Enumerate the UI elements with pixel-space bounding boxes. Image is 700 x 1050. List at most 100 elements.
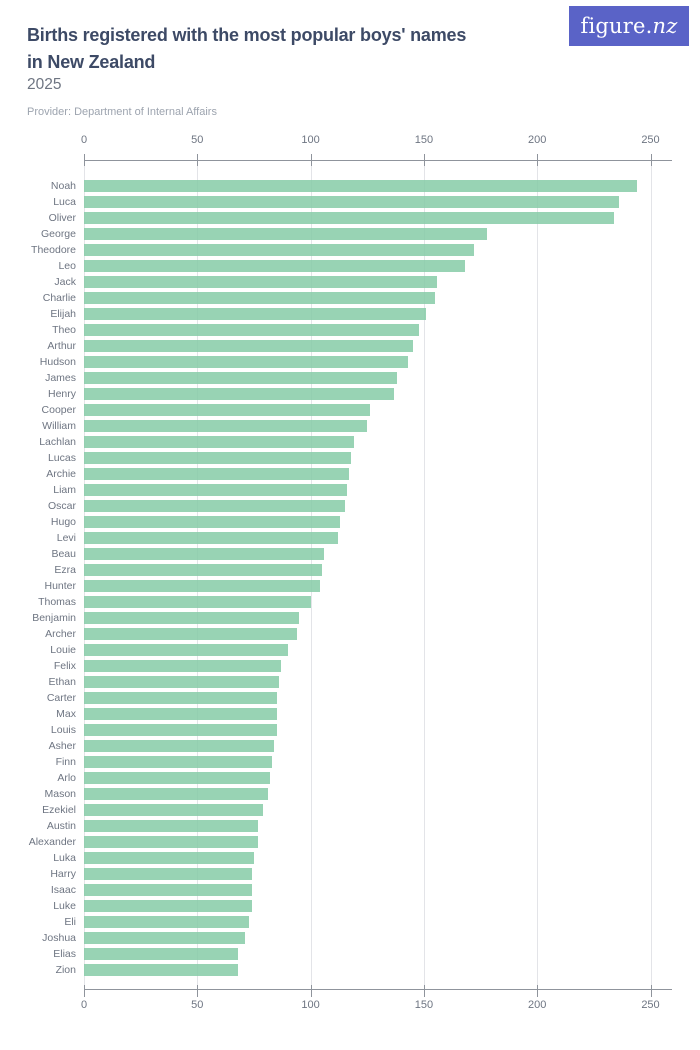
x-axis-tick <box>537 985 539 997</box>
bar-label: Hugo <box>50 516 76 528</box>
provider-attribution: Provider: Department of Internal Affairs <box>27 106 217 118</box>
figurenz-logo-suffix: nz <box>652 14 678 38</box>
bar-row: Hugo <box>0 514 700 530</box>
bar-row: Levi <box>0 530 700 546</box>
bar-row: Luke <box>0 898 700 914</box>
bar-label: Archie <box>46 468 76 480</box>
bar-row: Louie <box>0 642 700 658</box>
bar-label: Elijah <box>50 308 76 320</box>
gridline <box>537 161 539 989</box>
bar-label: Hudson <box>39 356 76 368</box>
bar-row: Harry <box>0 866 700 882</box>
bar-row: Charlie <box>0 290 700 306</box>
bar <box>84 852 254 864</box>
bar-row: Mason <box>0 786 700 802</box>
bar-row: Theodore <box>0 242 700 258</box>
x-axis-tick-label: 100 <box>301 999 320 1011</box>
bar-row: Hunter <box>0 578 700 594</box>
bar-label: Oscar <box>47 500 76 512</box>
bar-label: Ezra <box>54 564 76 576</box>
bar <box>84 628 297 640</box>
bar-label: Isaac <box>50 884 76 896</box>
bar-row: Benjamin <box>0 610 700 626</box>
bar-label: Benjamin <box>32 612 76 624</box>
bar-label: Felix <box>53 660 76 672</box>
bar-label: Luka <box>53 852 76 864</box>
bar-row: Ethan <box>0 674 700 690</box>
x-axis-tick <box>84 154 85 166</box>
bar <box>84 900 252 912</box>
title-line-1: Births registered with the most popular … <box>27 25 467 45</box>
bar-label: Lucas <box>47 452 76 464</box>
bar <box>84 484 347 496</box>
bar <box>84 884 252 896</box>
bar-row: Oscar <box>0 498 700 514</box>
bar <box>84 788 268 800</box>
bar <box>84 804 263 816</box>
bar-row: George <box>0 226 700 242</box>
bar-label: Hunter <box>44 580 76 592</box>
bar-label: Asher <box>48 740 76 752</box>
bar-row: Max <box>0 706 700 722</box>
x-axis-tick <box>310 154 312 166</box>
bar-label: Oliver <box>48 212 76 224</box>
bar-label: Alexander <box>28 836 76 848</box>
bar-row: Louis <box>0 722 700 738</box>
x-axis-tick <box>197 154 199 166</box>
x-axis-tick-label: 250 <box>641 999 660 1011</box>
bar-label: Ezekiel <box>42 804 76 816</box>
chart-subtitle-year: 2025 <box>27 76 62 93</box>
bar-label: William <box>42 420 76 432</box>
bar <box>84 516 341 528</box>
bar-row: James <box>0 370 700 386</box>
bar-label: Levi <box>56 532 76 544</box>
bar <box>84 404 370 416</box>
bar-row: Theo <box>0 322 700 338</box>
bar <box>84 676 279 688</box>
x-axis-tick-label: 200 <box>528 999 547 1011</box>
bar <box>84 724 277 736</box>
bar-row: Joshua <box>0 930 700 946</box>
figurenz-logo-text: figure. <box>580 14 653 38</box>
bar-row: Isaac <box>0 882 700 898</box>
bar-row: Hudson <box>0 354 700 370</box>
figurenz-logo[interactable]: figure. nz <box>569 6 689 46</box>
x-axis-line-top <box>84 160 672 161</box>
bar-label: Archer <box>45 628 76 640</box>
bar-label: Ethan <box>48 676 76 688</box>
bar-row: Lachlan <box>0 434 700 450</box>
bar-label: Elias <box>53 948 76 960</box>
title-line-2: in New Zealand <box>27 52 156 72</box>
bar-row: Elias <box>0 946 700 962</box>
bar <box>84 772 270 784</box>
bar <box>84 324 420 336</box>
bar-row: Asher <box>0 738 700 754</box>
x-axis-tick-label: 0 <box>80 999 88 1011</box>
bar-row: Alexander <box>0 834 700 850</box>
bar <box>84 420 368 432</box>
bar <box>84 372 397 384</box>
bar <box>84 756 273 768</box>
bar-label: Charlie <box>42 292 76 304</box>
bar-row: Archie <box>0 466 700 482</box>
bar-label: Arlo <box>57 772 76 784</box>
bar-label: Noah <box>50 180 76 192</box>
x-axis-tick-label: 50 <box>191 134 204 146</box>
bar-row: Beau <box>0 546 700 562</box>
bar <box>84 212 615 224</box>
gridline <box>423 161 425 989</box>
bar <box>84 228 488 240</box>
bar <box>84 452 352 464</box>
bar <box>84 836 259 848</box>
bar-row: Arlo <box>0 770 700 786</box>
x-axis-tick <box>423 985 425 997</box>
bar-row: Arthur <box>0 338 700 354</box>
x-axis-tick <box>310 985 312 997</box>
bar-row: Ezekiel <box>0 802 700 818</box>
bar <box>84 660 282 672</box>
bar-label: Zion <box>55 964 76 976</box>
bar <box>84 708 277 720</box>
bar <box>84 644 288 656</box>
bar-label: Harry <box>50 868 76 880</box>
